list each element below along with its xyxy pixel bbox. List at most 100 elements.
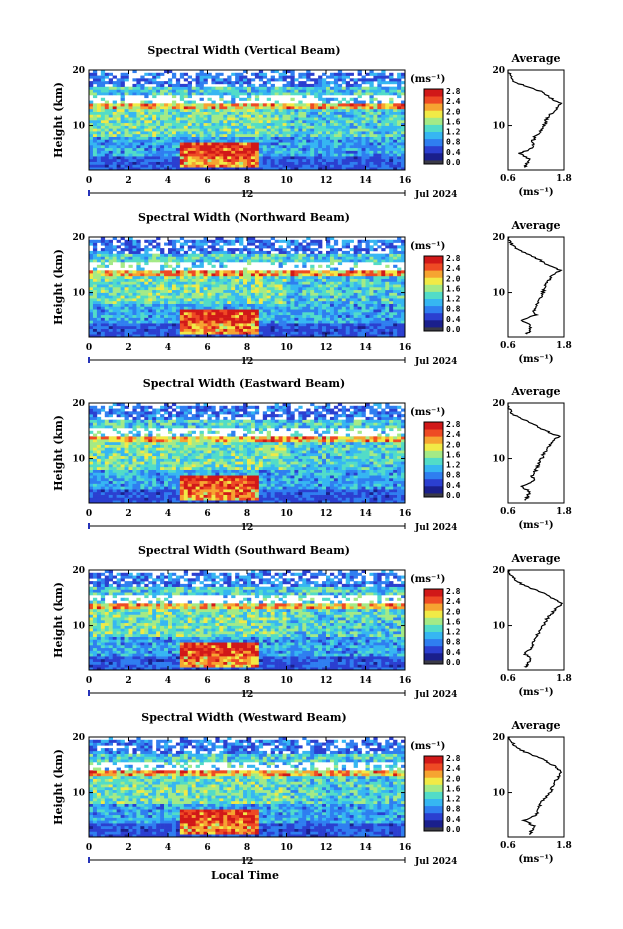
profile-frame [507,69,565,171]
heatmap-cell [136,289,141,293]
heatmap-cell [318,317,323,321]
heatmap-cell [302,128,307,132]
heatmap-cell [92,300,98,304]
heatmap-cell [290,289,295,293]
heatmap-cell [243,86,248,90]
heatmap-cell [215,72,220,76]
heatmap-cell [397,161,402,165]
heatmap-cell [345,158,350,162]
heatmap-cell [361,300,366,304]
heatmap-cell [104,259,110,263]
heatmap-cell [282,86,287,90]
heatmap-cell [156,122,161,126]
heatmap-cell [278,161,283,165]
heatmap-cell [329,287,335,291]
heatmap-cell [333,275,339,279]
heatmap-cell [231,278,236,282]
heatmap-cell [333,248,339,252]
heatmap-cell [215,142,220,146]
heatmap-cell [247,89,252,93]
heatmap-cell [207,167,212,171]
heatmap-cell [353,147,358,151]
heatmap-cell [215,237,220,241]
heatmap-cell [235,86,240,90]
heatmap-cell [337,284,343,288]
heatmap-cell [243,150,248,154]
heatmap-cell [104,72,110,76]
heatmap-cell [302,325,307,329]
heatmap-cell [286,312,291,316]
heatmap-cell [116,331,121,335]
heatmap-cell [306,270,311,274]
heatmap-cell [349,125,354,129]
heatmap-cell [282,331,287,335]
heatmap-cell [318,275,323,279]
heatmap-cell [385,158,390,162]
heatmap-cell [282,287,287,291]
heatmap-cell [136,167,141,171]
heatmap-cell [298,114,303,118]
heatmap-cell [144,259,149,263]
heatmap-cell [397,125,402,129]
heatmap-cell [144,158,149,162]
heatmap-cell [318,161,323,165]
heatmap-cell [353,284,358,288]
heatmap-cell [365,331,370,335]
heatmap-cell [353,161,358,165]
heatmap-cell [262,167,268,171]
heatmap-cell [156,237,161,241]
heatmap-cell [353,303,358,307]
heatmap-cell [227,120,232,124]
heatmap-cell [365,167,370,171]
heatmap-cell [164,328,169,332]
heatmap-cell [314,125,319,129]
x-tick-label: 6 [204,176,210,186]
heatmap-cell [274,328,279,332]
heatmap-cell [132,300,137,304]
heatmap-cell [250,289,256,293]
heatmap-cell [187,289,192,293]
heatmap-cell [108,147,113,151]
heatmap-cell [333,253,339,257]
heatmap-cell [389,303,394,307]
heatmap-cell [401,86,406,90]
heatmap-cell [140,298,145,302]
heatmap-cell [227,100,232,104]
heatmap-cell [310,92,315,96]
heatmap-cell [278,122,283,126]
heatmap-cell [160,122,165,126]
heatmap-cell [349,303,354,307]
heatmap-cell [136,81,141,85]
heatmap-cell [306,275,311,279]
heatmap-cell [373,303,378,307]
heatmap-cell [120,309,125,313]
heatmap-cell [278,298,283,302]
heatmap-cell [223,264,228,268]
heatmap-cell [116,245,121,249]
heatmap-cell [104,81,110,85]
heatmap-cell [322,120,327,124]
heatmap-cell [401,128,406,132]
heatmap-cell [274,156,279,160]
heatmap-cell [219,125,224,129]
heatmap-cell [219,111,224,115]
heatmap-cell [100,275,106,279]
heatmap-cell [318,295,323,299]
heatmap-cell [254,161,260,165]
heatmap-cell [250,120,256,124]
heatmap-cell [168,89,173,93]
heatmap-cell [112,86,117,90]
heatmap-cell [381,156,386,160]
heatmap-cell [247,114,252,118]
heatmap-cell [92,81,98,85]
heatmap-cell [179,317,185,321]
heatmap-cell [345,108,350,112]
heatmap-cell [397,145,402,149]
heatmap-cell [108,334,113,338]
heatmap-cell [89,323,94,327]
y-tick-label: 10 [72,122,85,132]
heatmap-cell [183,312,189,316]
heatmap-cell [223,89,228,93]
heatmap-cell [104,122,110,126]
heatmap-cell [132,306,137,310]
